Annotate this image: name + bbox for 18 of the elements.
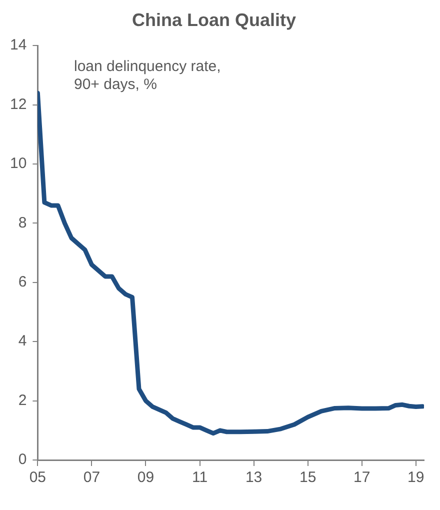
- y-tick-label: 6: [18, 274, 27, 291]
- x-tick-label: 09: [137, 469, 154, 486]
- y-tick-label: 0: [18, 451, 27, 468]
- x-tick-label: 17: [354, 469, 370, 486]
- y-tick-label: 8: [18, 214, 27, 232]
- x-tick-label: 07: [83, 469, 100, 486]
- y-tick-label: 4: [18, 332, 27, 350]
- annotation: loan delinquency rate, 90+ days, %: [74, 58, 222, 94]
- x-tick-label: 13: [245, 469, 262, 486]
- x-tick-label: 11: [192, 469, 208, 486]
- chart-title: China Loan Quality: [132, 10, 296, 30]
- x-tick-label: 19: [408, 469, 424, 486]
- y-tick-label: 2: [18, 392, 27, 409]
- x-tick-label: 15: [299, 469, 316, 486]
- x-tick-label: 05: [29, 469, 46, 486]
- y-tick-label: 12: [10, 96, 27, 113]
- y-tick-label: 10: [10, 155, 27, 172]
- y-tick-label: 14: [10, 36, 27, 54]
